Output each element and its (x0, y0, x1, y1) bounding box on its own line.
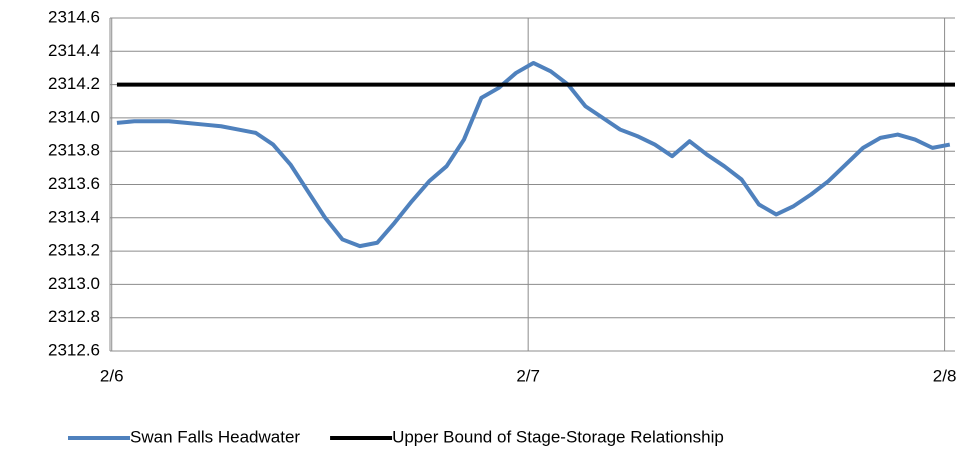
y-tick-label: 2313.8 (48, 141, 100, 160)
y-tick-label: 2312.8 (48, 307, 100, 326)
y-tick-label: 2314.2 (48, 74, 100, 93)
x-tick-label: 2/8 (933, 366, 957, 385)
y-tick-label: 2312.6 (48, 340, 100, 359)
y-tick-label: 2313.6 (48, 174, 100, 193)
y-tick-label: 2314.4 (48, 41, 100, 60)
y-tick-label: 2313.4 (48, 207, 100, 226)
y-tick-label: 2314.0 (48, 107, 100, 126)
x-tick-label: 2/6 (100, 366, 124, 385)
legend-label: Upper Bound of Stage-Storage Relationshi… (392, 427, 724, 446)
y-tick-label: 2313.0 (48, 274, 100, 293)
legend-label: Swan Falls Headwater (130, 427, 300, 446)
x-tick-label: 2/7 (516, 366, 540, 385)
y-tick-label: 2313.2 (48, 241, 100, 260)
series-line (116, 60, 951, 249)
y-tick-label: 2314.6 (48, 7, 100, 26)
